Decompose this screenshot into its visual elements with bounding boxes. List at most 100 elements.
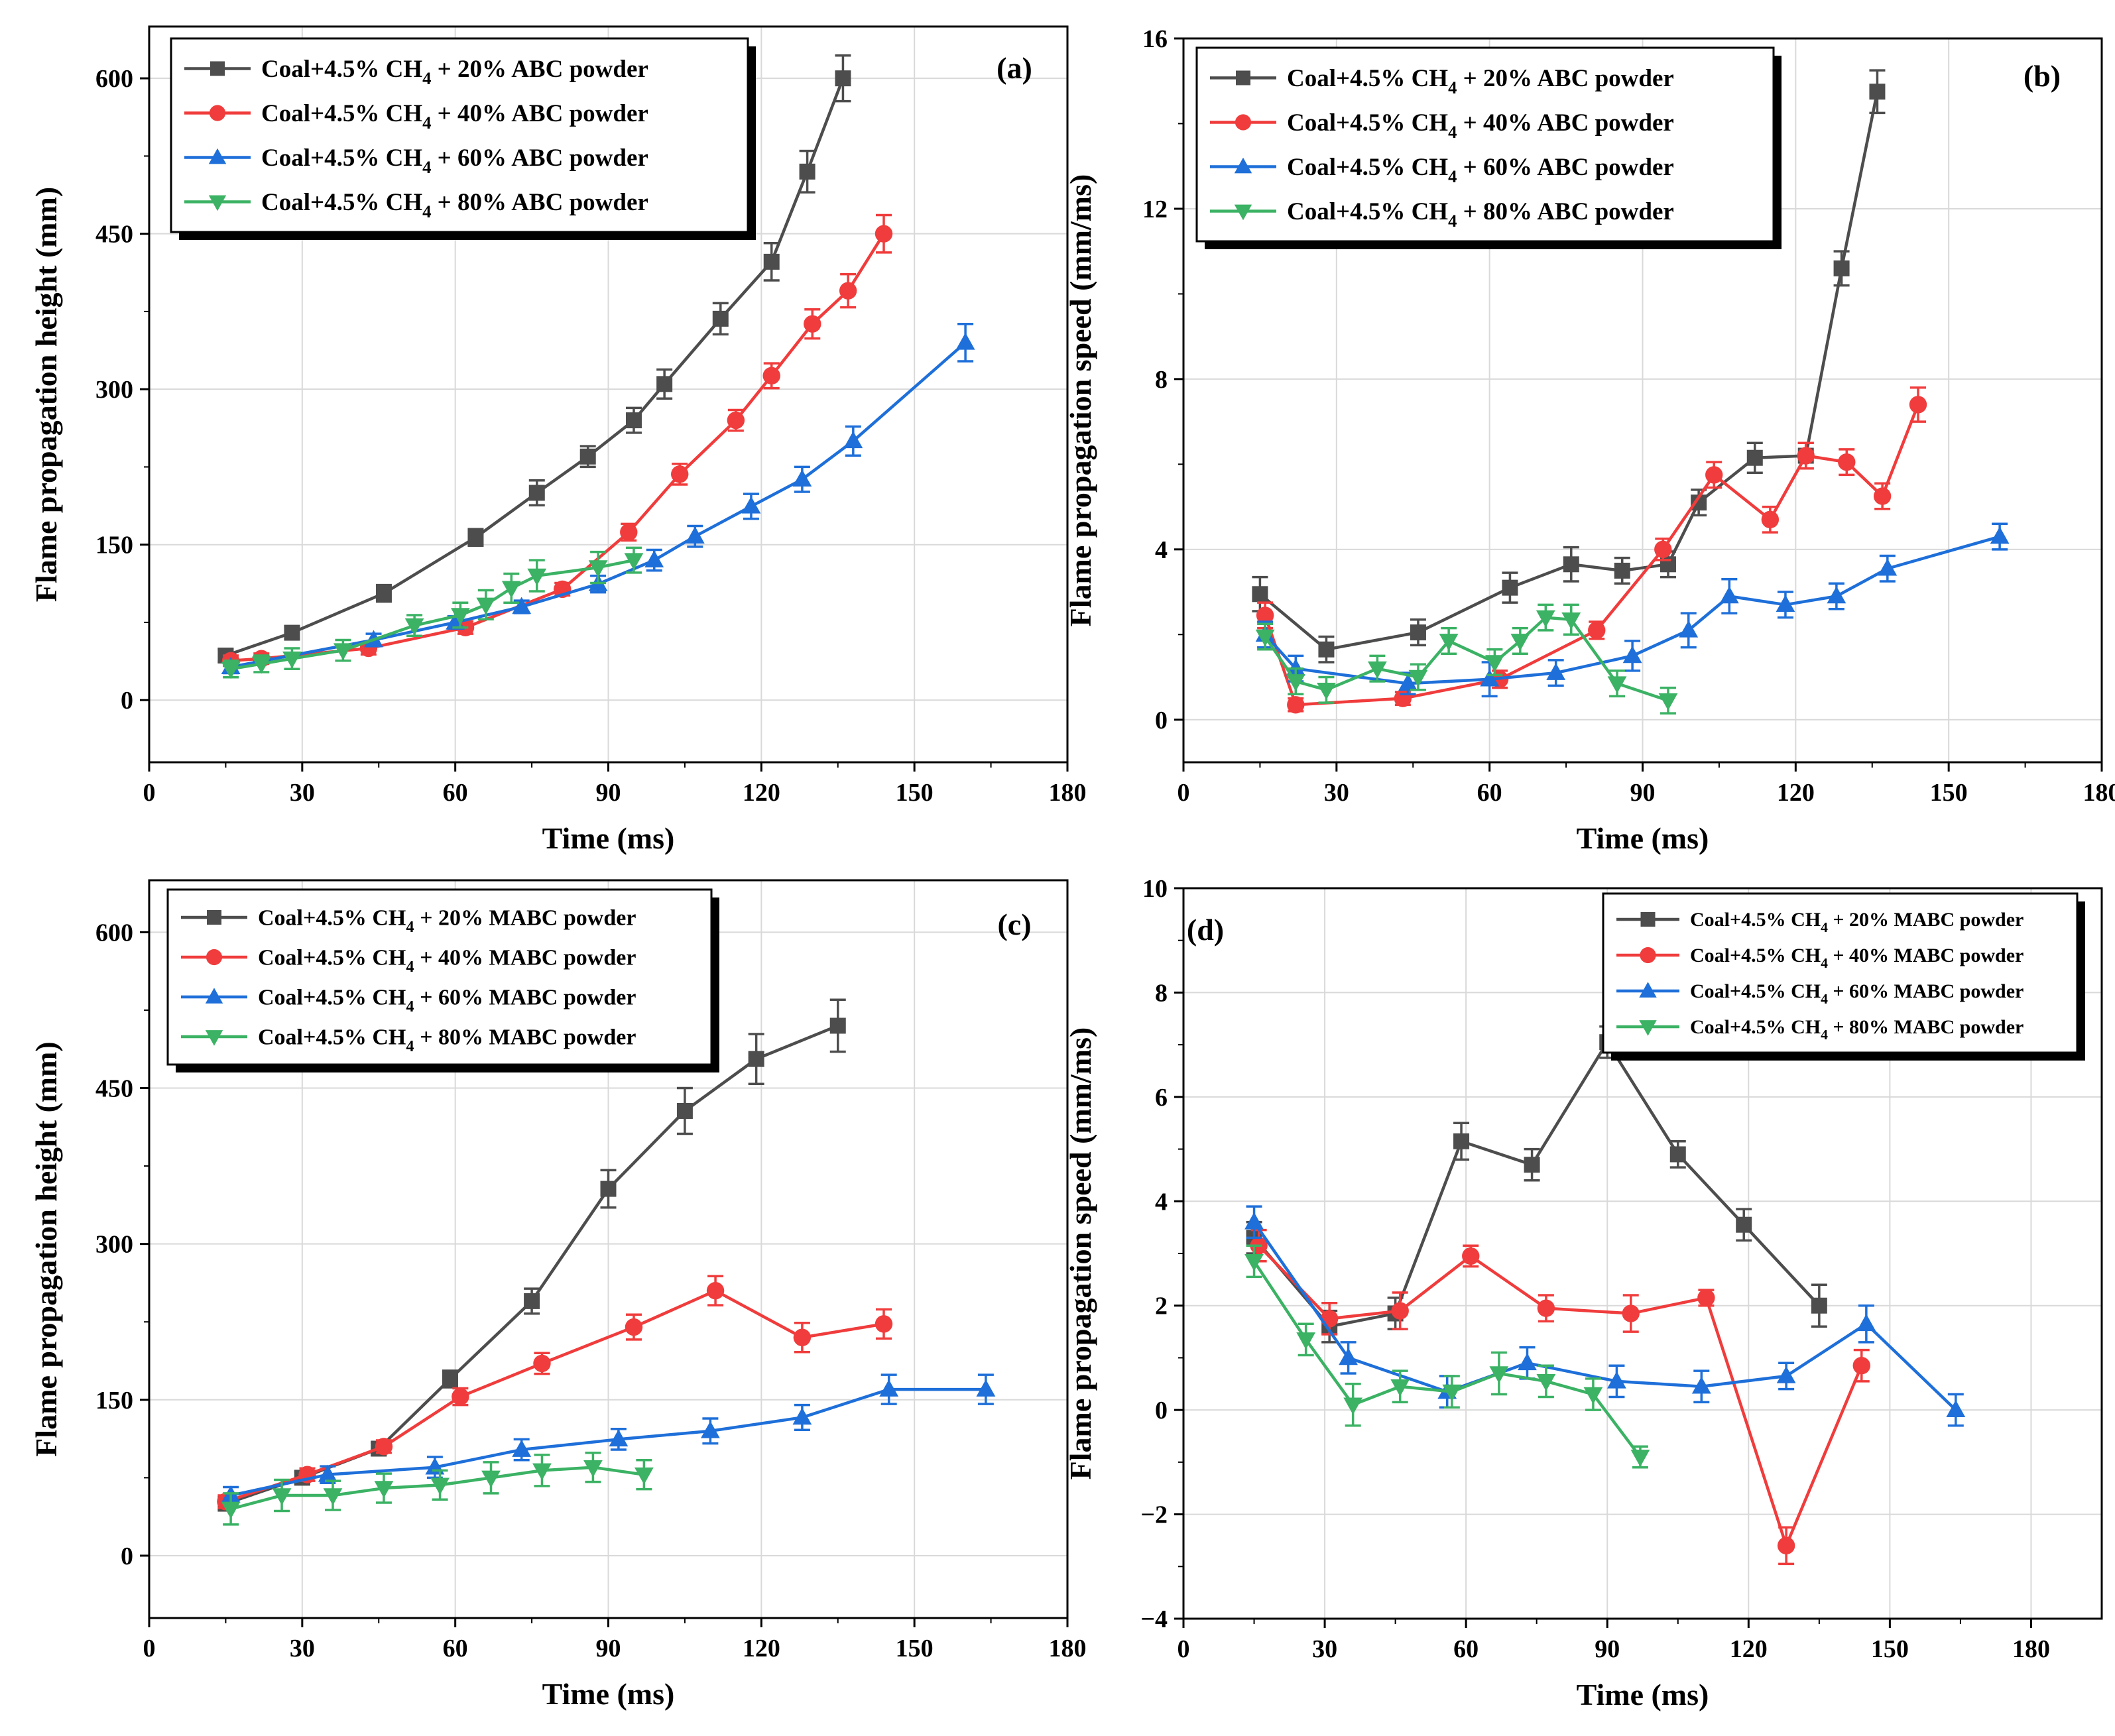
series-2 bbox=[1256, 386, 1927, 714]
x-axis-label: Time (ms) bbox=[1577, 821, 1709, 855]
series-4 bbox=[1244, 1244, 1650, 1469]
series-line bbox=[1252, 1040, 1821, 1328]
data-point bbox=[221, 1501, 241, 1519]
data-point bbox=[804, 315, 821, 333]
x-tick-label: 150 bbox=[1871, 1635, 1909, 1663]
data-point bbox=[1524, 1157, 1540, 1173]
y-tick-label: 2 bbox=[1155, 1293, 1168, 1320]
data-point bbox=[1462, 1247, 1480, 1265]
series-line bbox=[1263, 404, 1920, 707]
x-tick-label: 120 bbox=[743, 779, 780, 807]
legend-entry: Coal+4.5% CH4 + 20% MABC powder bbox=[1690, 909, 2024, 935]
y-axis-label: Flame propagation speed (mm/ms) bbox=[1063, 174, 1097, 627]
data-point bbox=[1607, 1371, 1626, 1389]
data-point bbox=[835, 70, 851, 87]
legend-entry: Coal+4.5% CH4 + 20% MABC powder bbox=[258, 906, 636, 936]
data-point bbox=[1489, 1366, 1509, 1384]
data-point bbox=[763, 253, 780, 270]
legend-entry: Coal+4.5% CH4 + 60% ABC powder bbox=[261, 145, 648, 177]
legend-marker bbox=[208, 148, 227, 164]
series-4 bbox=[221, 546, 644, 679]
x-tick-label: 150 bbox=[896, 1635, 934, 1662]
data-point bbox=[272, 1488, 292, 1506]
data-point bbox=[375, 1438, 393, 1456]
data-point bbox=[1697, 1289, 1715, 1307]
chart-panel-d: 0 30 60 90 120 150 180 −4 −2 0 2 4 6 8 10 Time (ms) Flam… bbox=[1063, 875, 2103, 1711]
data-point bbox=[1320, 1310, 1339, 1328]
y-tick-label: 16 bbox=[1142, 25, 1168, 53]
y-tick-label: 0 bbox=[121, 1542, 133, 1570]
series-4 bbox=[221, 1452, 654, 1526]
data-point bbox=[1746, 449, 1763, 466]
y-tick-label: 0 bbox=[121, 687, 133, 715]
data-point bbox=[1658, 693, 1678, 711]
data-point bbox=[1252, 586, 1268, 603]
legend-marker bbox=[206, 949, 223, 966]
data-point bbox=[1410, 624, 1426, 641]
legend: Coal+4.5% CH4 + 20% MABC powder Coal+4.5%… bbox=[1602, 892, 2085, 1061]
panel-label: (d) bbox=[1187, 913, 1224, 947]
data-point bbox=[1588, 621, 1606, 640]
data-point bbox=[512, 1440, 532, 1457]
series-line bbox=[225, 78, 845, 658]
data-point bbox=[1287, 696, 1305, 714]
data-point bbox=[829, 1017, 846, 1034]
data-point bbox=[1256, 607, 1274, 624]
legend-marker bbox=[210, 61, 225, 76]
y-tick-label: −4 bbox=[1140, 1605, 1168, 1633]
y-tick-label: −2 bbox=[1140, 1501, 1168, 1529]
y-tick-label: 10 bbox=[1142, 875, 1168, 903]
data-point bbox=[1719, 586, 1739, 604]
data-point bbox=[1563, 556, 1579, 573]
y-tick-label: 300 bbox=[95, 1231, 133, 1259]
data-point bbox=[1583, 1387, 1603, 1405]
data-point bbox=[879, 1379, 899, 1397]
data-point bbox=[700, 1420, 720, 1438]
x-tick-label: 180 bbox=[1049, 1635, 1087, 1662]
data-point bbox=[706, 1282, 725, 1300]
x-tick-label: 0 bbox=[143, 1635, 156, 1662]
chart-panel-a: 0 30 60 90 120 150 180 0 150 300 450 600 Time (ms) Fl… bbox=[29, 25, 1087, 855]
y-tick-label: 4 bbox=[1155, 536, 1168, 564]
data-point bbox=[741, 496, 761, 514]
legend-marker bbox=[1234, 204, 1252, 221]
x-tick-label: 0 bbox=[1178, 1635, 1190, 1663]
data-point bbox=[1518, 1353, 1537, 1371]
x-tick-label: 30 bbox=[1324, 779, 1349, 807]
data-point bbox=[404, 618, 424, 636]
legend: Coal+4.5% CH4 + 20% ABC powder Coal+4.5% … bbox=[170, 37, 756, 240]
data-point bbox=[221, 662, 241, 679]
data-point bbox=[1878, 558, 1898, 576]
data-point bbox=[467, 529, 484, 546]
data-point bbox=[727, 411, 745, 430]
data-point bbox=[1776, 595, 1795, 612]
data-point bbox=[793, 1328, 812, 1346]
data-point bbox=[1546, 663, 1566, 680]
data-point bbox=[1797, 447, 1815, 465]
data-point bbox=[875, 1315, 893, 1333]
data-point bbox=[1909, 396, 1927, 414]
data-point bbox=[625, 1318, 643, 1336]
data-point bbox=[452, 1387, 469, 1406]
data-point bbox=[1833, 260, 1850, 276]
y-tick-label: 6 bbox=[1155, 1084, 1168, 1112]
data-point bbox=[1536, 610, 1555, 628]
series-line bbox=[1258, 91, 1879, 652]
data-point bbox=[1827, 586, 1846, 604]
data-point bbox=[1339, 1348, 1358, 1365]
data-point bbox=[1869, 84, 1886, 100]
x-tick-label: 60 bbox=[1453, 1635, 1479, 1663]
data-point bbox=[1607, 676, 1627, 694]
data-point bbox=[875, 225, 893, 243]
x-tick-label: 30 bbox=[290, 1635, 315, 1662]
series-2 bbox=[221, 213, 893, 669]
x-tick-label: 150 bbox=[1930, 779, 1968, 807]
data-point bbox=[430, 1477, 450, 1495]
x-tick-label: 90 bbox=[1595, 1635, 1620, 1663]
data-point bbox=[284, 624, 300, 641]
data-point bbox=[450, 608, 470, 625]
series-4 bbox=[1255, 603, 1678, 715]
legend-entry: Coal+4.5% CH4 + 60% MABC powder bbox=[258, 986, 636, 1015]
data-point bbox=[1736, 1216, 1752, 1233]
